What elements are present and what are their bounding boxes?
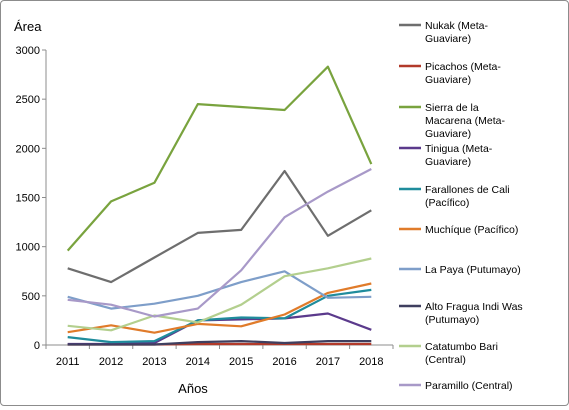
- legend-item: Picachos (Meta-Guaviare): [399, 61, 501, 86]
- x-tick-label: 2018: [359, 356, 383, 368]
- legend: Nukak (Meta-Guaviare)Picachos (Meta-Guav…: [399, 20, 523, 392]
- legend-label: Muchíque (Pacífico): [425, 224, 518, 236]
- series-line-1: [67, 169, 372, 284]
- legend-label: Guaviare): [425, 156, 471, 168]
- legend-item: Catatumbo Bari(Central): [399, 341, 498, 366]
- y-tick-label: 0: [34, 340, 40, 352]
- y-axis-title: Área: [14, 19, 42, 34]
- legend-label: Macarena (Meta-: [425, 115, 505, 127]
- x-tick-label: 2016: [272, 356, 296, 368]
- x-tick-label: 2013: [142, 356, 166, 368]
- x-tick-label: 2015: [229, 356, 253, 368]
- y-tick-label: 1000: [16, 242, 40, 254]
- legend-label: Sierra de la: [425, 102, 479, 114]
- legend-label: Alto Fragua Indi Was: [425, 301, 523, 313]
- legend-item: Muchíque (Pacífico): [399, 224, 518, 236]
- series-line-10: [67, 168, 372, 318]
- x-tick-labels: 2011 2012 2013 2014 2015 2016 2017 2018: [56, 356, 384, 368]
- x-tick-label: 2012: [99, 356, 123, 368]
- x-tick-label: 2011: [56, 356, 80, 368]
- y-tick-label: 3000: [16, 45, 40, 57]
- legend-item: Alto Fragua Indi Was(Putumayo): [399, 301, 523, 326]
- legend-item: Nukak (Meta-Guaviare): [399, 20, 489, 45]
- legend-label: Guaviare): [425, 33, 471, 45]
- legend-item: Farallones de Cali(Pacífico): [399, 184, 510, 209]
- x-tick-label: 2014: [186, 356, 210, 368]
- y-tick-label: 500: [22, 291, 40, 303]
- legend-label: (Pacífico): [425, 197, 469, 209]
- legend-label: Picachos (Meta-: [425, 61, 501, 73]
- legend-label: Nukak (Meta-: [425, 20, 489, 32]
- series-line-3: [66, 65, 373, 252]
- legend-item: Tinigua (Meta-Guaviare): [399, 143, 493, 168]
- x-axis-title: Años: [178, 381, 208, 396]
- legend-label: Guaviare): [425, 74, 471, 86]
- legend-label: (Central): [425, 354, 466, 366]
- legend-label: Paramillo (Central): [425, 380, 513, 392]
- legend-label: Tinigua (Meta-: [425, 143, 493, 155]
- legend-label: (Putumayo): [425, 314, 479, 326]
- series-line-8: [67, 340, 372, 346]
- y-tick-labels: 0 500 1000 1500 2000 2500 3000: [16, 45, 40, 352]
- legend-label: Guaviare): [425, 128, 471, 140]
- y-tick-label: 2500: [16, 94, 40, 106]
- x-tick-label: 2017: [316, 356, 340, 368]
- legend-item: Paramillo (Central): [399, 380, 513, 392]
- y-tick-label: 2000: [16, 143, 40, 155]
- legend-label: Catatumbo Bari: [425, 341, 498, 353]
- y-tick-label: 1500: [16, 193, 40, 205]
- series-lines: [66, 65, 373, 346]
- series-line-5: [67, 288, 372, 344]
- legend-label: Farallones de Cali: [425, 184, 510, 196]
- series-line-9: [67, 257, 372, 332]
- legend-label: La Paya (Putumayo): [425, 264, 521, 276]
- legend-item: La Paya (Putumayo): [399, 264, 521, 276]
- series-line-6: [67, 282, 372, 334]
